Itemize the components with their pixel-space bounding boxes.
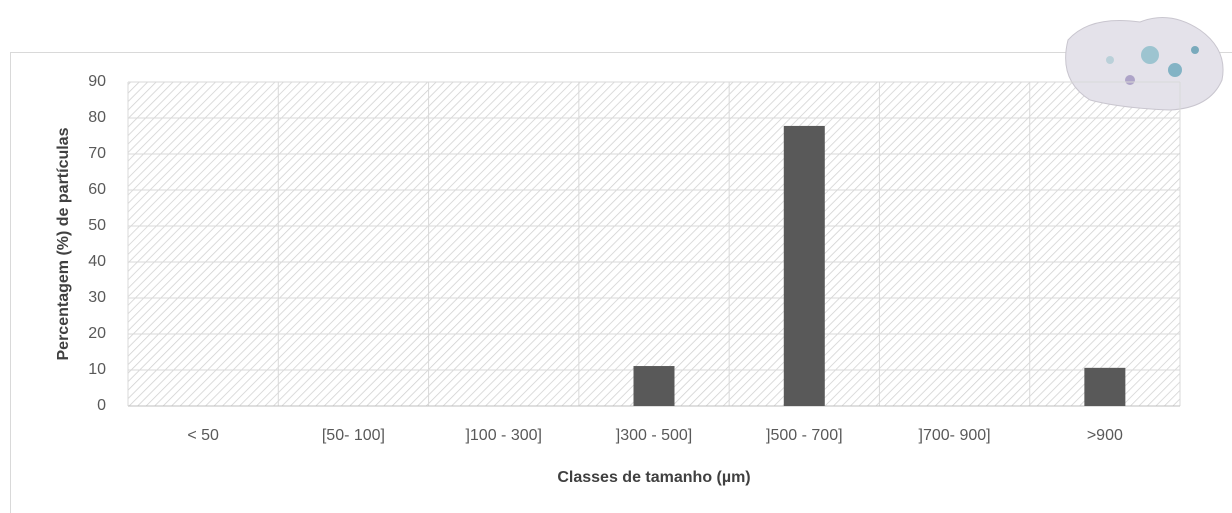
y-tick-label: 60 bbox=[88, 181, 106, 198]
y-tick-label: 90 bbox=[88, 73, 106, 90]
y-axis-title: Percentagem (%) de partículas bbox=[55, 127, 72, 360]
y-tick-label: 80 bbox=[88, 109, 106, 126]
particle-image bbox=[1066, 18, 1223, 111]
x-tick-label: ]500 - 700] bbox=[766, 427, 843, 444]
x-tick-label: < 50 bbox=[187, 427, 219, 444]
x-axis-title: Classes de tamanho (µm) bbox=[557, 469, 750, 486]
x-tick-label: ]700- 900] bbox=[919, 427, 991, 444]
x-tick-label: [50- 100] bbox=[322, 427, 385, 444]
x-tick-label: ]300 - 500] bbox=[616, 427, 693, 444]
chart: Percentagem (%) de partículas Classes de… bbox=[0, 0, 1232, 513]
x-tick-label: ]100 - 300] bbox=[465, 427, 542, 444]
plot-area bbox=[128, 82, 1180, 406]
y-tick-label: 10 bbox=[88, 361, 106, 378]
y-tick-label: 0 bbox=[97, 397, 106, 414]
bar bbox=[1084, 368, 1125, 406]
y-tick-label: 40 bbox=[88, 253, 106, 270]
bar bbox=[634, 366, 675, 406]
bar bbox=[784, 126, 825, 406]
y-tick-label: 70 bbox=[88, 145, 106, 162]
y-tick-label: 50 bbox=[88, 217, 106, 234]
y-tick-label: 30 bbox=[88, 289, 106, 306]
x-tick-label: >900 bbox=[1087, 427, 1123, 444]
y-tick-label: 20 bbox=[88, 325, 106, 342]
